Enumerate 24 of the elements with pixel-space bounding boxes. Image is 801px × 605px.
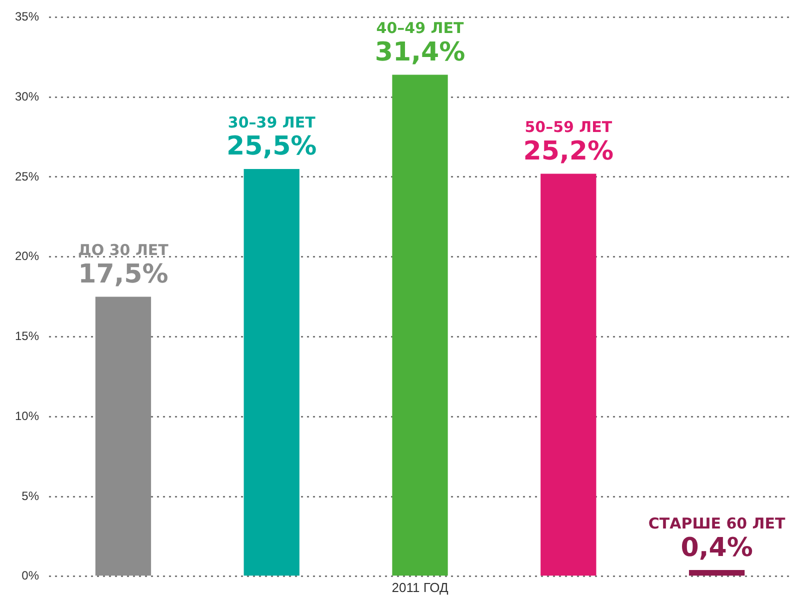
x-axis-title: 2011 ГОД	[392, 580, 448, 595]
y-tick-label: 5%	[22, 488, 40, 503]
data-label: 0,4%	[680, 532, 753, 563]
bar	[95, 296, 152, 576]
x-tick-label: 50–59 ЛЕТ	[524, 118, 613, 136]
y-tick-label: 0%	[22, 568, 40, 583]
data-label: 17,5%	[78, 260, 168, 290]
y-tick-label: 25%	[14, 169, 40, 184]
bar	[688, 570, 745, 576]
bar	[244, 168, 300, 576]
bar	[540, 174, 596, 576]
data-label: 25,2%	[523, 136, 614, 167]
y-tick-label: 20%	[14, 249, 40, 264]
x-tick-label: ДО 30 ЛЕТ	[78, 241, 170, 260]
x-tick-label: 30–39 ЛЕТ	[228, 113, 316, 132]
data-label: 31,4%	[374, 37, 466, 68]
y-tick-label: 15%	[14, 329, 40, 344]
data-label: 25,5%	[226, 132, 317, 162]
y-tick-label: 10%	[14, 408, 40, 423]
y-tick-label: 35%	[14, 10, 40, 24]
x-tick-label: 40–49 ЛЕТ	[376, 19, 464, 38]
y-tick-label: 30%	[14, 89, 40, 104]
bar	[392, 74, 448, 576]
x-tick-label: СТАРШЕ 60 ЛЕТ	[648, 514, 786, 532]
